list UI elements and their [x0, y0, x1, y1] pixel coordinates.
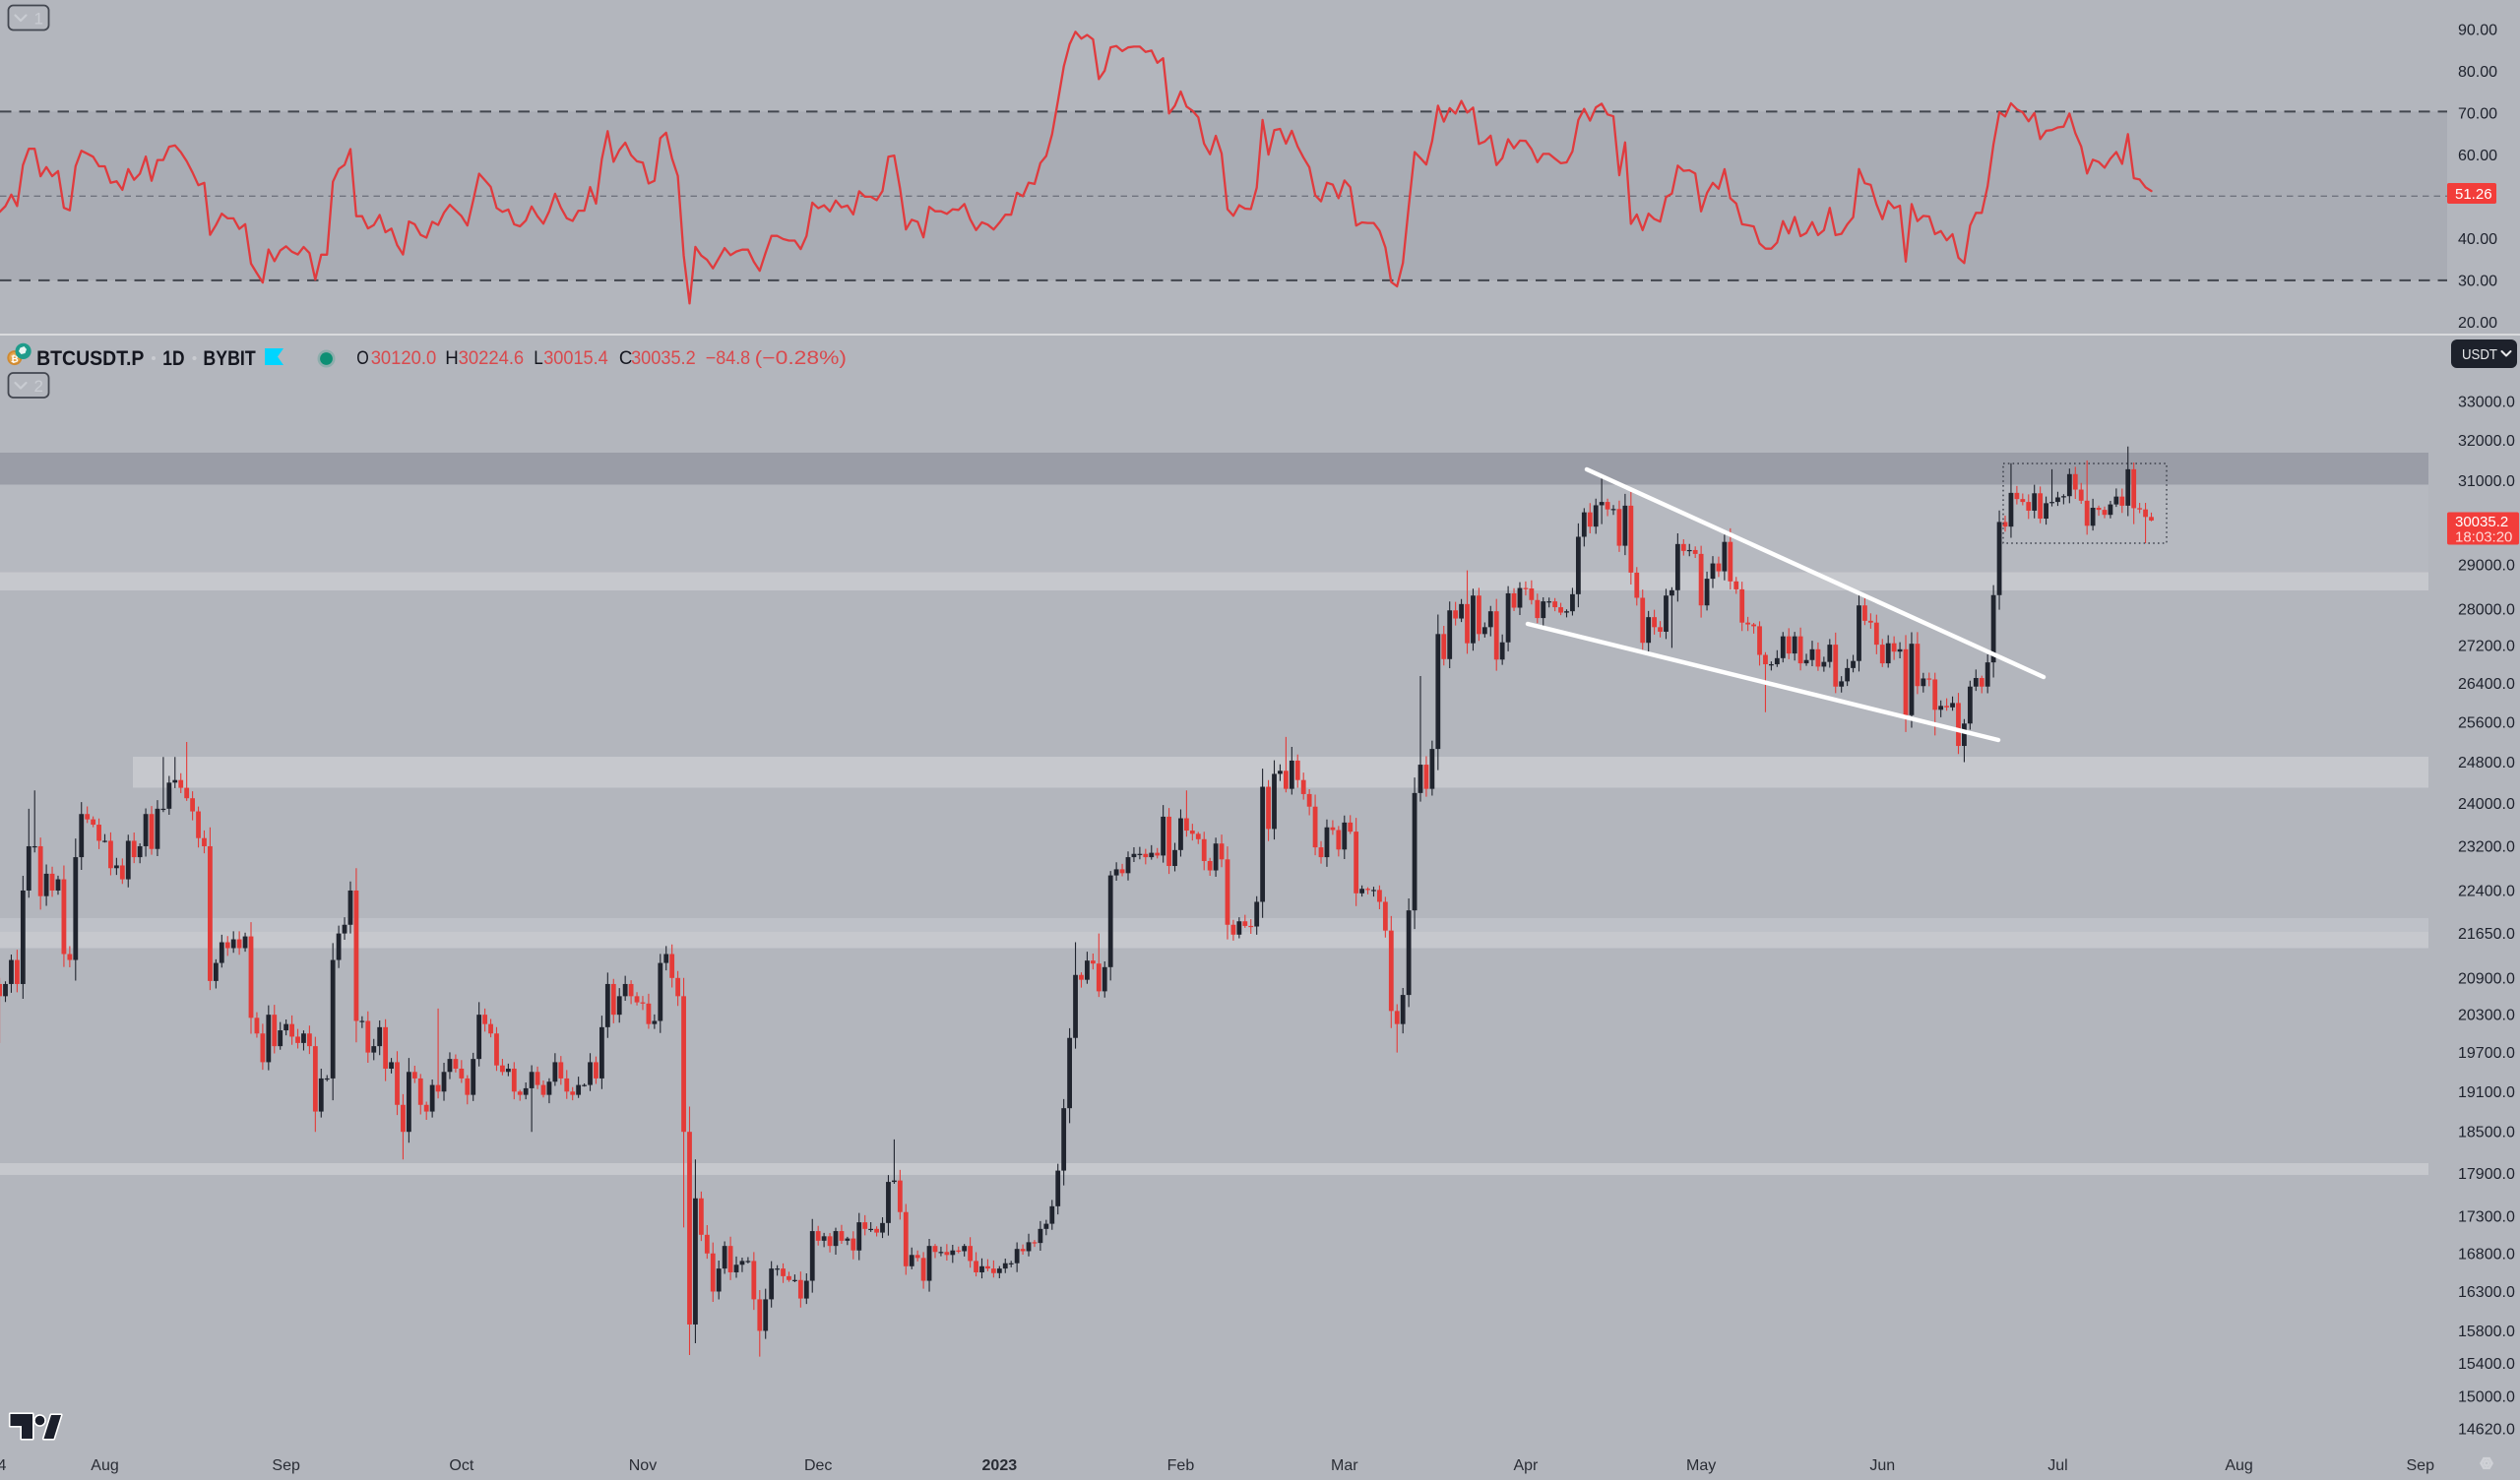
svg-text:60.00: 60.00: [2458, 148, 2497, 164]
svg-text:80.00: 80.00: [2458, 64, 2497, 81]
svg-text:30.00: 30.00: [2458, 273, 2497, 289]
svg-text:Apr: Apr: [1513, 1457, 1539, 1474]
svg-text:26400.0: 26400.0: [2458, 676, 2515, 693]
svg-text:70.00: 70.00: [2458, 106, 2497, 123]
svg-text:₿: ₿: [11, 354, 19, 365]
svg-text:27200.0: 27200.0: [2458, 639, 2515, 655]
svg-text:32000.0: 32000.0: [2458, 433, 2515, 450]
svg-text:19700.0: 19700.0: [2458, 1045, 2515, 1062]
svg-text:17900.0: 17900.0: [2458, 1166, 2515, 1183]
svg-text:17300.0: 17300.0: [2458, 1209, 2515, 1226]
svg-text:30015.4: 30015.4: [543, 347, 608, 369]
svg-text:H: H: [445, 347, 459, 369]
svg-text:1D: 1D: [162, 346, 184, 370]
svg-text:USDT: USDT: [2462, 347, 2497, 363]
svg-text:Nov: Nov: [629, 1457, 657, 1474]
svg-text:20300.0: 20300.0: [2458, 1008, 2515, 1024]
svg-text:Aug: Aug: [91, 1457, 118, 1474]
svg-text:Aug: Aug: [2225, 1457, 2252, 1474]
svg-text:1: 1: [34, 10, 43, 29]
svg-text:21650.0: 21650.0: [2458, 926, 2515, 943]
svg-text:18500.0: 18500.0: [2458, 1125, 2515, 1141]
svg-text:4: 4: [0, 1457, 7, 1474]
svg-text:Feb: Feb: [1167, 1457, 1195, 1474]
svg-text:30035.2: 30035.2: [631, 347, 696, 369]
svg-text:Jul: Jul: [2048, 1457, 2067, 1474]
svg-text:23200.0: 23200.0: [2458, 838, 2515, 855]
svg-text:2: 2: [34, 377, 43, 396]
svg-text:18:03:20: 18:03:20: [2455, 529, 2512, 546]
svg-text:Sep: Sep: [272, 1457, 300, 1474]
svg-text:24800.0: 24800.0: [2458, 755, 2515, 771]
svg-text:Dec: Dec: [804, 1457, 832, 1474]
svg-text:2023: 2023: [982, 1457, 1018, 1474]
svg-text:90.00: 90.00: [2458, 23, 2497, 39]
svg-text:Sep: Sep: [2407, 1457, 2435, 1474]
svg-text:31000.0: 31000.0: [2458, 473, 2515, 490]
svg-text:24000.0: 24000.0: [2458, 796, 2515, 813]
svg-text:O: O: [356, 347, 369, 369]
svg-text:C: C: [619, 347, 633, 369]
svg-text:BYBIT: BYBIT: [203, 346, 255, 370]
svg-text:22400.0: 22400.0: [2458, 883, 2515, 899]
svg-text:29000.0: 29000.0: [2458, 557, 2515, 574]
svg-text:Oct: Oct: [449, 1457, 473, 1474]
svg-text:L: L: [534, 347, 543, 369]
svg-text:(−0.28%): (−0.28%): [755, 347, 847, 369]
svg-text:Mar: Mar: [1331, 1457, 1358, 1474]
svg-text:30035.2: 30035.2: [2455, 514, 2508, 530]
svg-text:40.00: 40.00: [2458, 231, 2497, 248]
svg-text:19100.0: 19100.0: [2458, 1084, 2515, 1101]
svg-text:14620.0: 14620.0: [2458, 1421, 2515, 1438]
svg-text:15400.0: 15400.0: [2458, 1356, 2515, 1373]
svg-text:20900.0: 20900.0: [2458, 970, 2515, 987]
svg-text:30120.0: 30120.0: [371, 347, 437, 369]
svg-text:16800.0: 16800.0: [2458, 1246, 2515, 1263]
svg-text:15800.0: 15800.0: [2458, 1324, 2515, 1340]
svg-text:25600.0: 25600.0: [2458, 714, 2515, 731]
svg-text:20.00: 20.00: [2458, 315, 2497, 332]
svg-text:May: May: [1686, 1457, 1716, 1474]
svg-text:15000.0: 15000.0: [2458, 1389, 2515, 1406]
svg-text:30224.6: 30224.6: [459, 347, 525, 369]
svg-text:28000.0: 28000.0: [2458, 601, 2515, 618]
svg-text:−84.8: −84.8: [706, 347, 751, 369]
svg-text:BTCUSDT.P: BTCUSDT.P: [36, 346, 144, 370]
svg-text:33000.0: 33000.0: [2458, 395, 2515, 411]
svg-text:16300.0: 16300.0: [2458, 1284, 2515, 1301]
svg-text:Jun: Jun: [1869, 1457, 1895, 1474]
svg-text:51.26: 51.26: [2455, 186, 2492, 203]
